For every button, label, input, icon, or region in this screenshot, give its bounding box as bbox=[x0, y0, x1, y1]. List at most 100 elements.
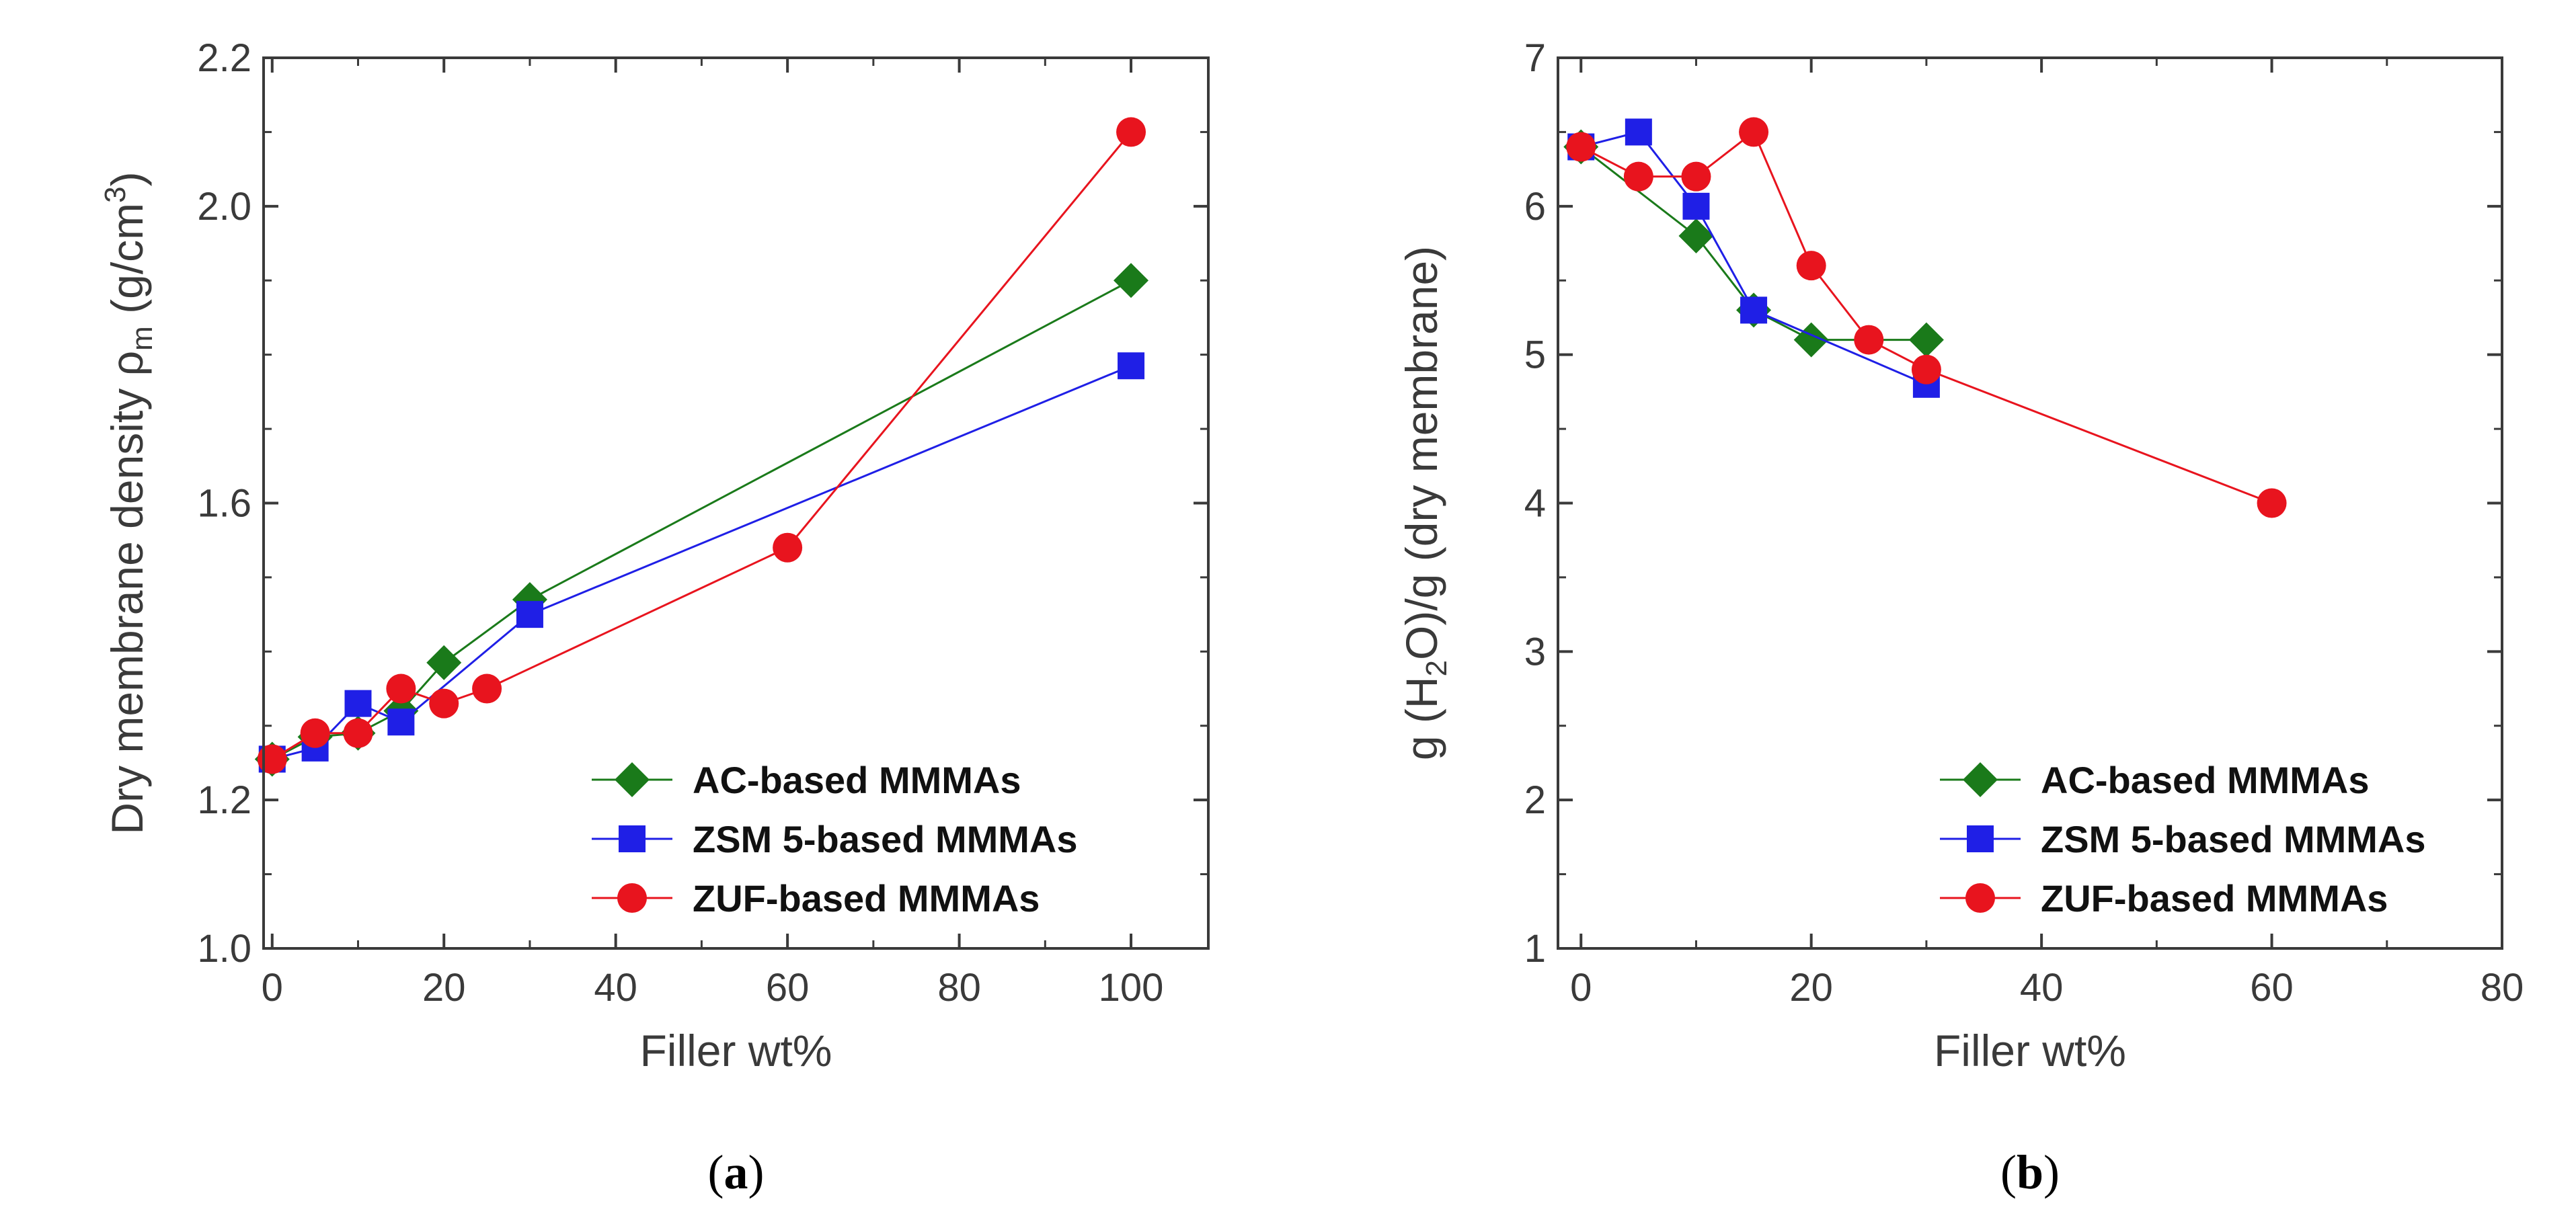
data-point-zuf bbox=[300, 718, 330, 748]
chart-a-y-axis-label-close: ) bbox=[102, 171, 152, 186]
legend-marker bbox=[1963, 762, 1998, 797]
legend-marker bbox=[617, 883, 647, 913]
data-point-zuf bbox=[1681, 161, 1711, 192]
data-point-zuf bbox=[773, 532, 803, 563]
legend-marker bbox=[615, 762, 650, 797]
chart-a-legend: AC-based MMMAs ZSM 5-based MMMAs ZUF-based… bbox=[592, 759, 1078, 920]
chart-b-y-axis-label-rest: O)/g (dry membrane) bbox=[1397, 246, 1446, 660]
y-tick-label: 2.0 bbox=[197, 185, 251, 229]
legend-item-ac: AC-based MMMAs bbox=[592, 759, 1021, 801]
data-point-zsm bbox=[1118, 352, 1145, 380]
data-point-zuf bbox=[1854, 325, 1884, 355]
data-point-ac bbox=[1908, 322, 1944, 358]
data-point-zuf bbox=[1566, 132, 1596, 162]
chart-b-x-axis-label: Filler wt% bbox=[1934, 1026, 2126, 1075]
chart-a-y-axis-label-sub: m bbox=[126, 326, 159, 351]
x-tick-label: 40 bbox=[2020, 966, 2064, 1010]
legend-marker bbox=[619, 825, 646, 852]
chart-b-plot-frame bbox=[1557, 56, 2503, 950]
data-point-ac bbox=[1114, 263, 1149, 298]
legend-item-ac: AC-based MMMAs bbox=[1940, 759, 2369, 801]
series-ac bbox=[254, 263, 1149, 777]
x-tick-label: 60 bbox=[766, 966, 810, 1010]
legend-item-zuf: ZUF-based MMMAs bbox=[592, 877, 1040, 920]
x-tick-label: 80 bbox=[2481, 966, 2524, 1010]
data-point-zuf bbox=[257, 744, 287, 774]
series-line-zuf bbox=[1580, 130, 2273, 504]
data-point-zuf bbox=[1796, 251, 1826, 281]
chart-a-y-axis-label-main: Dry membrane density bbox=[102, 376, 152, 834]
data-point-zsm bbox=[387, 708, 415, 736]
x-tick-label: 0 bbox=[262, 966, 283, 1010]
chart-a-ticks: 0 20 40 60 80 100 1.0 1.2 1.6 2.0 2.2 bbox=[197, 36, 1208, 1010]
chart-a-y-axis-label-rho: ρ bbox=[102, 351, 152, 376]
legend-item-zuf: ZUF-based MMMAs bbox=[1940, 877, 2388, 920]
chart-panel-a: 0 20 40 60 80 100 1.0 1.2 1.6 2.0 2.2 Filler wt% D… bbox=[99, 36, 1210, 1199]
y-tick-label: 1.6 bbox=[197, 482, 251, 526]
data-point-zuf bbox=[386, 673, 416, 704]
chart-b-caption-letter: b bbox=[2017, 1145, 2043, 1199]
y-tick-label: 3 bbox=[1524, 630, 1546, 673]
chart-b-ticks: 0 20 40 60 80 1 2 3 4 5 6 7 bbox=[1524, 36, 2524, 1010]
y-tick-label: 5 bbox=[1524, 333, 1546, 377]
chart-a-plot-frame bbox=[262, 56, 1210, 950]
chart-a-series bbox=[254, 117, 1149, 777]
x-tick-label: 40 bbox=[594, 966, 637, 1010]
chart-b-caption: (b) bbox=[2000, 1145, 2060, 1199]
series-zuf bbox=[1566, 117, 2287, 518]
chart-b-series bbox=[1563, 117, 2287, 518]
y-tick-label: 6 bbox=[1524, 185, 1546, 229]
chart-b-y-axis-label: g (H2O)/g (dry membrane) bbox=[1397, 246, 1453, 760]
legend-label: ZUF-based MMMAs bbox=[2041, 877, 2388, 920]
legend-label: AC-based MMMAs bbox=[2041, 759, 2369, 801]
x-tick-label: 20 bbox=[1789, 966, 1833, 1010]
series-zsm bbox=[1567, 118, 1940, 398]
y-tick-label: 2 bbox=[1524, 778, 1546, 822]
legend-label: ZSM 5-based MMMAs bbox=[693, 818, 1078, 860]
legend-marker bbox=[1965, 883, 1995, 913]
chart-a-y-axis-label-sup: 3 bbox=[99, 186, 132, 202]
legend-item-zsm: ZSM 5-based MMMAs bbox=[1940, 818, 2426, 860]
data-point-zuf bbox=[1116, 117, 1146, 147]
x-tick-label: 0 bbox=[1570, 966, 1592, 1010]
chart-a-caption: (a) bbox=[708, 1145, 765, 1199]
y-tick-label: 1 bbox=[1524, 927, 1546, 971]
y-tick-label: 1.0 bbox=[197, 927, 251, 971]
data-point-zuf bbox=[429, 688, 459, 719]
x-tick-label: 100 bbox=[1099, 966, 1164, 1010]
series-line-zuf bbox=[271, 131, 1132, 760]
legend-marker bbox=[1967, 825, 1994, 852]
data-point-ac bbox=[1678, 218, 1714, 253]
chart-a-y-axis-label-unit: (g/cm bbox=[102, 203, 152, 326]
series-zuf bbox=[257, 117, 1146, 774]
y-tick-label: 7 bbox=[1524, 36, 1546, 80]
y-tick-label: 4 bbox=[1524, 482, 1546, 526]
data-point-zuf bbox=[1623, 161, 1653, 192]
data-point-zuf bbox=[343, 718, 373, 748]
data-point-zsm bbox=[1625, 118, 1652, 146]
legend-label: ZSM 5-based MMMAs bbox=[2041, 818, 2426, 860]
chart-b-y-axis-label-sub: 2 bbox=[1420, 660, 1453, 676]
chart-a-caption-letter: a bbox=[724, 1145, 748, 1199]
x-tick-label: 80 bbox=[937, 966, 981, 1010]
data-point-zuf bbox=[472, 673, 502, 704]
data-point-zsm bbox=[1682, 192, 1710, 220]
data-point-zsm bbox=[516, 601, 543, 628]
chart-a-x-axis-label: Filler wt% bbox=[639, 1026, 832, 1075]
chart-b-legend: AC-based MMMAs ZSM 5-based MMMAs ZUF-based… bbox=[1940, 759, 2426, 920]
legend-label: AC-based MMMAs bbox=[693, 759, 1021, 801]
data-point-zsm bbox=[344, 690, 372, 717]
x-tick-label: 20 bbox=[422, 966, 466, 1010]
data-point-zuf bbox=[1911, 354, 1941, 384]
data-point-zsm bbox=[1740, 296, 1768, 324]
data-point-zuf bbox=[1739, 117, 1769, 147]
chart-b-y-axis-label-main: g (H bbox=[1397, 676, 1446, 760]
data-point-ac bbox=[426, 645, 462, 680]
series-zsm bbox=[258, 352, 1145, 773]
y-tick-label: 2.2 bbox=[197, 36, 251, 80]
legend-item-zsm: ZSM 5-based MMMAs bbox=[592, 818, 1078, 860]
x-tick-label: 60 bbox=[2250, 966, 2294, 1010]
data-point-zuf bbox=[2257, 488, 2287, 518]
